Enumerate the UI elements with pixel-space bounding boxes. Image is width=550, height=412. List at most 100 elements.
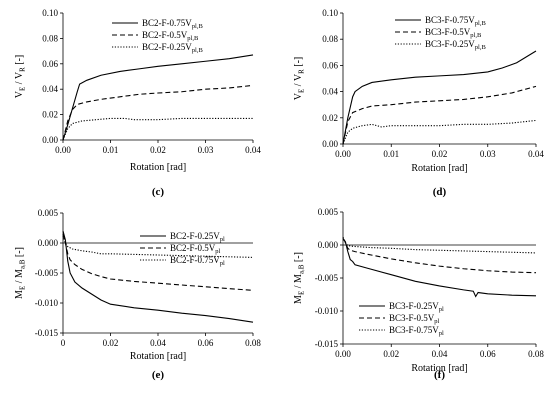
y-tick-label: 0.04	[42, 84, 58, 94]
x-axis-label: Rotation [rad]	[411, 163, 467, 174]
panel-label: (e)	[152, 369, 165, 381]
x-tick-label: 0.04	[432, 349, 448, 359]
series-line-3	[342, 119, 537, 145]
legend-entry-name: BC3-F-0.75V	[389, 325, 439, 335]
y-axis-label-part: M	[293, 295, 304, 304]
legend-entry-name: BC3-F-0.75V	[425, 15, 475, 25]
y-axis-label-part: [-]	[14, 247, 25, 260]
chart-e: 0 0.02 0.04 0.06 0.08 0.005 0.000 -0.005 -0.010 -…	[14, 208, 261, 381]
y-axis-label-part: E	[298, 89, 306, 93]
legend-entry-3: BC3-F-0.75Vpl	[389, 325, 444, 337]
series-line-1	[342, 50, 537, 145]
chart-f: 0.00 0.02 0.04 0.06 0.08 0.005 0.000 -0.005 -0.0…	[293, 207, 544, 381]
legend-entry-name: BC2-F-0.5V	[170, 243, 216, 253]
x-tick-label: 0.00	[335, 349, 351, 359]
y-axis-label-part: [-]	[293, 252, 304, 265]
chart-c: 0.00 0.01 0.02 0.03 0.04 0.00 0.02 0.04 0.06 0.08…	[14, 8, 261, 198]
y-tick-label: -0.010	[35, 298, 59, 308]
y-tick-label: 0.10	[322, 8, 338, 18]
legend-entry-subscript: pl,B	[192, 47, 204, 54]
panel-label: (d)	[433, 186, 447, 198]
y-tick-label: 0.10	[42, 8, 58, 18]
x-tick-label: 0.01	[383, 149, 399, 159]
legend-entry-1: BC3-F-0.25Vpl	[389, 301, 444, 313]
legend-entry-name: BC2-F-0.75V	[142, 18, 192, 28]
y-axis-label-part: / M	[14, 269, 25, 286]
x-tick-label: 0.00	[335, 149, 351, 159]
legend-entry-subscript: pl	[439, 330, 444, 337]
y-axis-label-part: / V	[14, 71, 25, 87]
legend-entry-subscript: pl,B	[475, 20, 487, 27]
y-tick-label: 0.000	[318, 240, 339, 250]
y-axis-label: VE / VR [-]	[14, 55, 27, 99]
legend-entry-3: BC2-F-0.25Vpl,B	[142, 42, 203, 54]
x-tick-label: 0.03	[198, 145, 214, 155]
legend-entry-subscript: pl	[215, 248, 220, 255]
series-line-1	[342, 238, 537, 298]
series-line-1	[62, 54, 254, 141]
x-tick-label: 0.06	[480, 349, 496, 359]
series-line-2	[342, 85, 537, 145]
legend-entry-name: BC2-F-0.25V	[170, 231, 220, 241]
y-tick-label: 0.06	[42, 59, 58, 69]
legend-entry-subscript: pl	[220, 236, 225, 243]
series-line-2	[342, 238, 537, 274]
legend-entry-name: BC3-F-0.5V	[425, 27, 471, 37]
y-axis-label-part: / V	[293, 73, 304, 89]
legend: BC3-F-0.75Vpl,BBC3-F-0.5Vpl,BBC3-F-0.25V…	[395, 15, 486, 51]
y-axis-label: ME / Ma,B [-]	[14, 247, 27, 299]
x-axis-label: Rotation [rad]	[130, 162, 186, 173]
y-axis-label-part: a,B	[298, 264, 306, 274]
legend-entry-2: BC3-F-0.5Vpl,B	[425, 27, 482, 39]
legend-entry-subscript: pl,B	[475, 44, 487, 51]
y-tick-label: 0.005	[38, 208, 59, 218]
legend-entry-subscript: pl,B	[187, 35, 199, 42]
y-tick-label: -0.015	[315, 339, 339, 349]
legend-entry-subscript: pl,B	[470, 32, 482, 39]
x-tick-label: 0.02	[383, 349, 399, 359]
y-axis-label-part: R	[298, 69, 306, 74]
x-tick-label: 0.00	[55, 145, 71, 155]
y-tick-label: 0.04	[322, 87, 338, 97]
legend-entry-3: BC2-F-0.75Vpl	[170, 255, 225, 267]
legend-entry-subscript: pl	[434, 318, 439, 325]
y-tick-label: 0.08	[42, 33, 58, 43]
y-tick-label: -0.005	[35, 268, 59, 278]
series-line-3	[62, 117, 253, 141]
x-axis-label: Rotation [rad]	[411, 363, 467, 374]
panel-label: (f)	[434, 369, 445, 381]
legend-entry-name: BC3-F-0.25V	[389, 301, 439, 311]
x-tick-label: 0.03	[480, 149, 496, 159]
y-axis-label-part: E	[19, 87, 27, 91]
x-tick-label: 0.02	[150, 145, 166, 155]
y-tick-label: 0.06	[322, 60, 338, 70]
legend-entry-name: BC2-F-0.25V	[142, 42, 192, 52]
legend-entry-1: BC2-F-0.75Vpl,B	[142, 18, 203, 30]
x-tick-label: 0.02	[103, 338, 119, 348]
x-tick-label: 0.04	[528, 149, 544, 159]
x-tick-label: 0.02	[432, 149, 448, 159]
y-axis-label-part: E	[298, 291, 306, 295]
panel-label: (c)	[152, 186, 165, 198]
legend-entry-3: BC3-F-0.25Vpl,B	[425, 39, 486, 51]
y-axis-label: ME / Ma,B [-]	[293, 252, 306, 304]
legend-entry-subscript: pl	[439, 306, 444, 313]
legend-entry-1: BC2-F-0.25Vpl	[170, 231, 225, 243]
series-line-3	[342, 236, 537, 254]
y-axis-label-part: M	[14, 290, 25, 299]
legend-entry-2: BC2-F-0.5Vpl	[170, 243, 221, 255]
x-tick-label: 0.04	[150, 338, 166, 348]
y-tick-label: 0.08	[322, 34, 338, 44]
y-tick-label: -0.010	[315, 306, 339, 316]
legend-entry-name: BC3-F-0.25V	[425, 39, 475, 49]
y-axis-label-part: R	[19, 67, 27, 72]
legend-entry-2: BC2-F-0.5Vpl,B	[142, 30, 199, 42]
y-tick-label: 0.00	[42, 135, 58, 145]
legend-entry-name: BC2-F-0.5V	[142, 30, 188, 40]
legend-entry-name: BC2-F-0.75V	[170, 255, 220, 265]
y-tick-label: 0.000	[38, 238, 59, 248]
legend-entry-subscript: pl	[220, 260, 225, 267]
